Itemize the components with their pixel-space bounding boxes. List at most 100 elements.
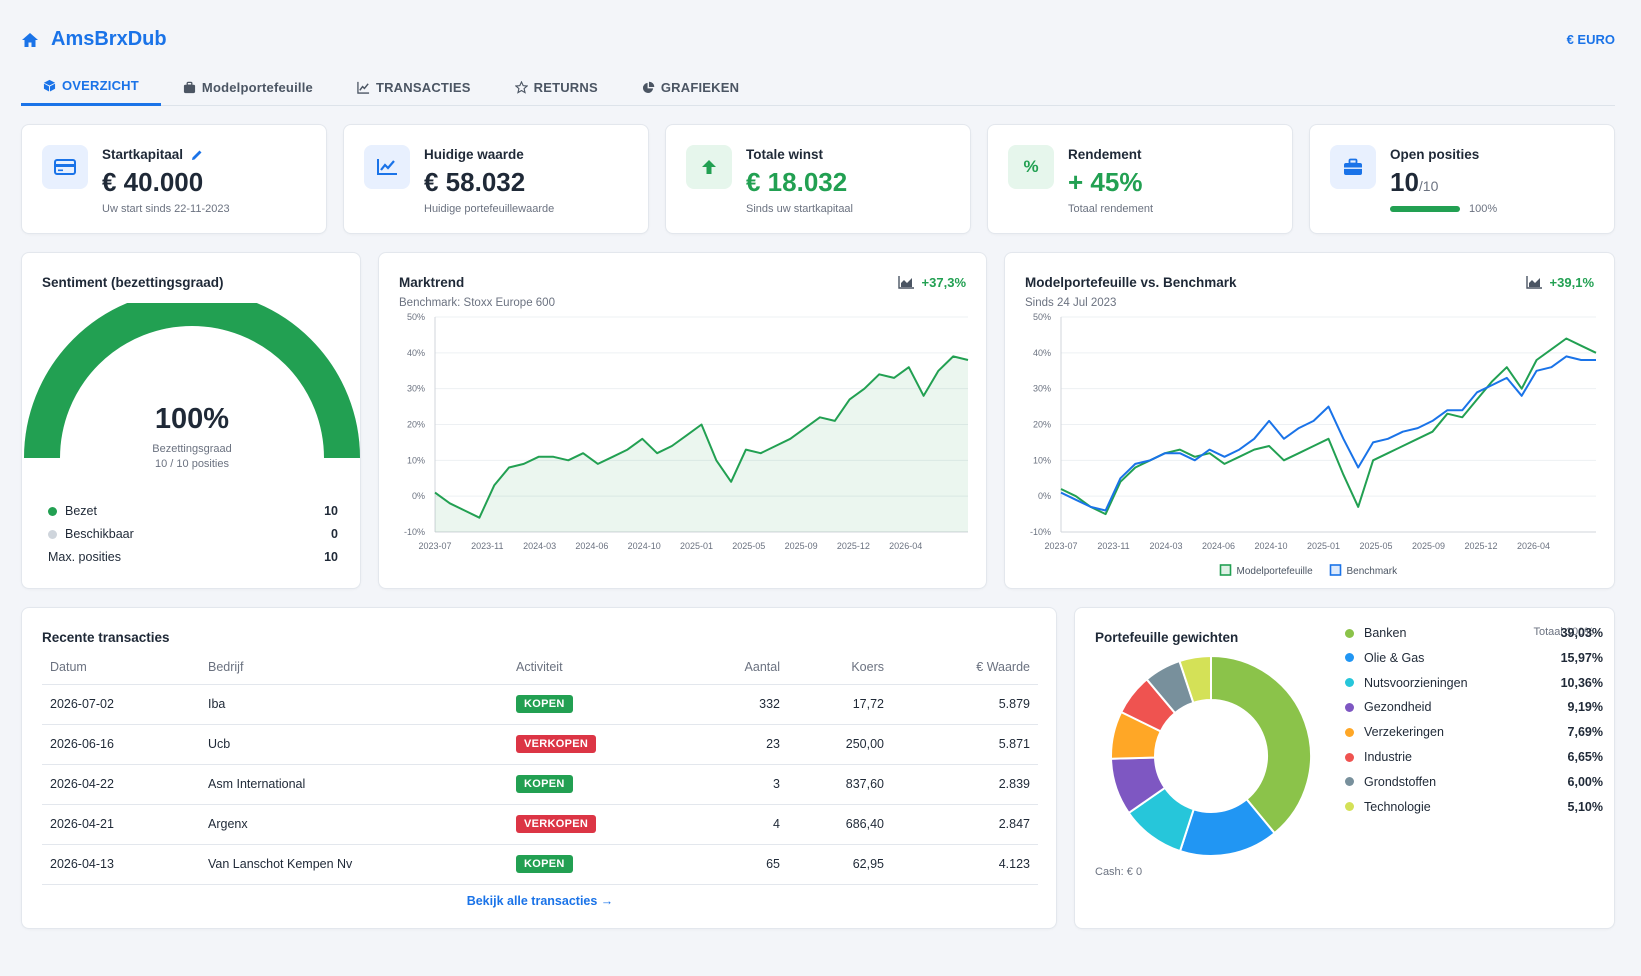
buy-badge: KOPEN [516, 775, 573, 793]
x-tick-label: 2024-10 [1254, 541, 1287, 551]
cell-activiteit: VERKOPEN [508, 804, 678, 845]
kpi-value: € 40.000 [102, 167, 204, 197]
series-area [435, 356, 968, 532]
weights-legend-item: Technologie 5,10% [1345, 800, 1603, 814]
cell-activiteit: VERKOPEN [508, 724, 678, 765]
cell-datum: 2026-04-21 [42, 804, 200, 845]
card-subtitle: Sinds 24 Jul 2023 [1025, 297, 1117, 309]
legend-label: Nutsvoorzieningen [1364, 675, 1468, 690]
tab-grafieken[interactable]: GRAFIEKEN [620, 68, 761, 106]
x-tick-label: 2025-01 [1307, 541, 1340, 551]
x-tick-label: 2024-03 [523, 541, 556, 551]
marktrend-card: Marktrend Benchmark: Stoxx Europe 600 +3… [378, 252, 987, 589]
card-title: Sentiment (bezettingsgraad) [42, 275, 224, 290]
table-row[interactable]: 2026-07-02 Iba KOPEN 332 17,72 5.879 [42, 684, 1038, 725]
cell-waarde: 4.123 [892, 844, 1038, 885]
series-line-primary [434, 355, 969, 519]
col-datum[interactable]: Datum [42, 650, 200, 685]
cell-waarde: 2.847 [892, 804, 1038, 845]
legend-value: 9,19% [1567, 700, 1603, 715]
legend-dot [1345, 752, 1354, 762]
x-tick-label: 2026-04 [889, 541, 922, 551]
legend-label: Banken [1364, 626, 1407, 640]
weights-legend-item: Gezondheid 9,19% [1345, 700, 1603, 714]
vergelijk-card: Modelportefeuille vs. Benchmark Sinds 24… [1004, 252, 1615, 589]
pencil-icon[interactable] [191, 149, 203, 161]
positions-progress-fill [1390, 206, 1460, 212]
col-waarde[interactable]: € Waarde [892, 650, 1038, 685]
legend-beschikbaar: Beschikbaar 0 [48, 527, 338, 541]
x-tick-label: 2025-05 [732, 541, 765, 551]
marktrend-chart: 50% 40% 30% 20% 10% 0% -10% 2023-07 2023-11 2024-… [404, 312, 969, 551]
x-tick-label: 2025-01 [680, 541, 713, 551]
legend-dot [48, 529, 57, 539]
sentiment-gauge [24, 303, 360, 459]
view-all-transactions-link[interactable]: Bekijk alle transacties → [466, 894, 614, 908]
legend-value: 5,10% [1567, 799, 1603, 814]
legend-dot [1345, 727, 1354, 737]
currency-selector[interactable]: € EURO [1566, 32, 1615, 47]
weights-donut-chart [1110, 654, 1312, 857]
tab-overzicht[interactable]: OVERZICHT [21, 68, 161, 106]
x-tick-label: 2024-06 [1202, 541, 1235, 551]
buy-badge: KOPEN [516, 855, 573, 873]
legend-dot [1345, 678, 1354, 688]
tab-modelportefeuille[interactable]: Modelportefeuille [161, 68, 335, 106]
card-subtitle: Benchmark: Stoxx Europe 600 [399, 297, 555, 309]
cell-koers: 17,72 [788, 684, 892, 725]
donut-slice [1210, 654, 1312, 835]
table-row[interactable]: 2026-04-13 Van Lanschot Kempen Nv KOPEN 65 6… [42, 844, 1038, 885]
legend-dot [1345, 702, 1354, 712]
card-title: Recente transacties [42, 630, 170, 645]
legend-bezet: Bezet 10 [48, 504, 338, 518]
sell-badge: VERKOPEN [516, 815, 597, 833]
credit-card-icon [42, 145, 88, 189]
tab-transacties[interactable]: TRANSACTIES [335, 68, 493, 106]
table-row[interactable]: 2026-06-16 Ucb VERKOPEN 23 250,00 5.871 [42, 724, 1038, 765]
y-tick-label: 0% [412, 491, 425, 501]
gauge-fill [24, 303, 360, 459]
kpi-value: € 18.032 [746, 167, 848, 197]
cell-bedrijf: Argenx [200, 804, 508, 845]
col-koers[interactable]: Koers [788, 650, 892, 685]
x-tick-label: 2025-09 [785, 541, 818, 551]
legend-label: Benchmark [1347, 566, 1399, 577]
cell-datum: 2026-04-22 [42, 764, 200, 805]
area-chart-icon [1525, 276, 1542, 289]
legend-dot [1345, 653, 1354, 663]
tab-returns[interactable]: RETURNS [493, 68, 620, 106]
x-tick-label: 2023-11 [471, 541, 503, 551]
weights-card: Portefeuille gewichten Totaal 100% Banke… [1074, 607, 1615, 929]
col-bedrijf[interactable]: Bedrijf [200, 650, 508, 685]
table-row[interactable]: 2026-04-22 Asm International KOPEN 3 837,60 2… [42, 764, 1038, 805]
cell-activiteit: KOPEN [508, 684, 678, 725]
kpi-sub: Huidige portefeuillewaarde [424, 203, 555, 215]
y-tick-label: 30% [407, 384, 425, 394]
tab-label: RETURNS [533, 79, 598, 95]
cell-waarde: 5.871 [892, 724, 1038, 765]
app-title[interactable]: AmsBrxDub [51, 28, 167, 50]
weights-total: Totaal 100% [1533, 626, 1594, 638]
legend-dot [48, 506, 57, 516]
legend-label: Grondstoffen [1364, 774, 1437, 789]
vergelijk-chart: 50% 40% 30% 20% 10% 0% -10% 2023-07 2023-11 2024-… [1030, 312, 1597, 577]
x-tick-label: 2023-07 [1044, 541, 1077, 551]
table-header-row: Datum Bedrijf Activiteit Aantal Koers € … [42, 650, 1038, 685]
cell-koers: 686,40 [788, 804, 892, 845]
col-aantal[interactable]: Aantal [678, 650, 788, 685]
briefcase-icon [1330, 145, 1376, 189]
y-tick-label: 10% [407, 455, 425, 465]
cell-datum: 2026-07-02 [42, 684, 200, 725]
table-row[interactable]: 2026-04-21 Argenx VERKOPEN 4 686,40 2.847 [42, 804, 1038, 845]
col-activiteit[interactable]: Activiteit [508, 650, 678, 685]
kpi-totale-winst: Totale winst € 18.032 Sinds uw startkapi… [665, 124, 971, 234]
y-tick-label: 30% [1033, 384, 1051, 394]
cell-koers: 62,95 [788, 844, 892, 885]
home-icon[interactable] [21, 32, 39, 48]
x-tick-label: 2024-06 [575, 541, 608, 551]
y-tick-label: 40% [407, 348, 425, 358]
tab-label: TRANSACTIES [375, 79, 471, 95]
legend-swatch [1329, 564, 1342, 576]
weights-legend-item: Verzekeringen 7,69% [1345, 725, 1603, 739]
legend-dot [1345, 802, 1354, 812]
